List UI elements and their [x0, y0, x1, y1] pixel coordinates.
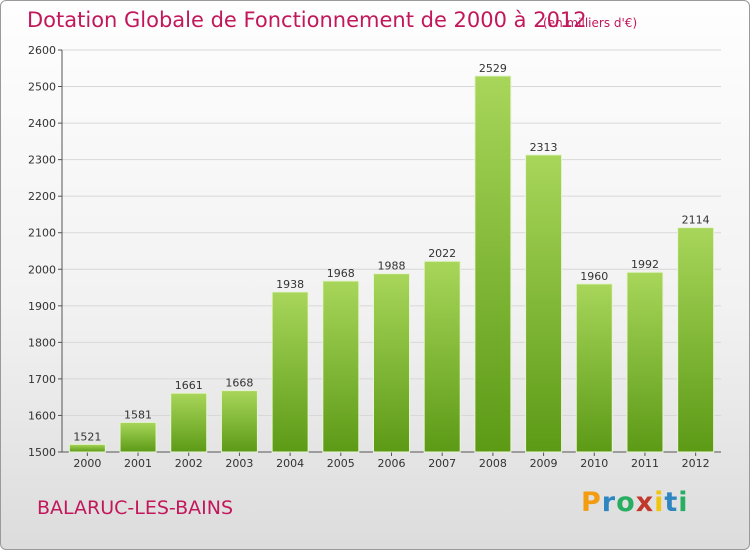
y-tick-label: 2100: [28, 227, 56, 240]
bar: [170, 392, 208, 453]
bar-value-label: 2529: [479, 62, 507, 75]
bars: [68, 75, 715, 453]
logo-letter: r: [601, 487, 617, 518]
bar: [220, 390, 258, 453]
bar: [677, 227, 715, 453]
bar-value-label: 1992: [631, 258, 659, 271]
bar-value-label: 1581: [124, 408, 152, 421]
proxiti-logo: Proxiti: [581, 487, 689, 518]
data-labels: 1521 1581 1661 1668 1938 1968 1988 2022 2529 2313…: [73, 62, 709, 443]
bar-value-label: 1668: [225, 377, 253, 390]
y-tick-label: 1700: [28, 373, 56, 386]
bar-value-label: 1938: [276, 278, 304, 291]
x-tick-label: 2003: [225, 457, 253, 470]
bar-value-label: 2313: [530, 141, 558, 154]
bar-value-label: 2022: [428, 247, 456, 260]
x-tick-label: 2000: [73, 457, 101, 470]
logo-letter: P: [581, 487, 602, 518]
x-tick-label: 2005: [327, 457, 355, 470]
y-tick-label: 1600: [28, 409, 56, 422]
bar-value-label: 1960: [580, 270, 608, 283]
bar-value-label: 1968: [327, 267, 355, 280]
logo-letter: i: [654, 487, 665, 518]
commune-name: BALARUC-LES-BAINS: [37, 497, 234, 519]
bar: [575, 283, 613, 453]
bar: [423, 260, 461, 453]
y-tick-label: 2600: [28, 44, 56, 57]
x-tick-label: 2004: [276, 457, 304, 470]
bar: [119, 421, 157, 453]
tick-labels: 1500 1600 1700 1800 1900 2000 2100 2200 2300 2400…: [28, 44, 710, 470]
x-tick-label: 2008: [479, 457, 507, 470]
logo-letter: i: [678, 487, 689, 518]
bar-value-label: 1661: [175, 379, 203, 392]
bar: [68, 443, 106, 453]
y-tick-label: 2200: [28, 190, 56, 203]
logo-letter: o: [616, 487, 636, 518]
bar-value-label: 1988: [378, 260, 406, 273]
y-tick-label: 2500: [28, 81, 56, 94]
x-tick-label: 2012: [682, 457, 710, 470]
bar: [525, 154, 563, 453]
y-tick-label: 1900: [28, 300, 56, 313]
bar: [474, 75, 512, 453]
bar-value-label: 2114: [682, 214, 710, 227]
x-tick-label: 2011: [631, 457, 659, 470]
chart-subtitle: (en milliers d'€): [543, 16, 638, 30]
x-tick-label: 2006: [378, 457, 406, 470]
y-tick-label: 1500: [28, 446, 56, 459]
bar: [322, 280, 360, 453]
bar: [271, 291, 309, 453]
y-tick-label: 2400: [28, 117, 56, 130]
x-tick-label: 2001: [124, 457, 152, 470]
y-tick-label: 1800: [28, 336, 56, 349]
x-tick-label: 2007: [428, 457, 456, 470]
logo-letter: t: [664, 487, 679, 518]
x-tick-label: 2009: [530, 457, 558, 470]
logo-letter: x: [635, 487, 655, 518]
x-tick-label: 2002: [175, 457, 203, 470]
bar-value-label: 1521: [73, 430, 101, 443]
bar: [626, 271, 664, 453]
chart-title: Dotation Globale de Fonctionnement de 20…: [27, 8, 587, 32]
bar: [373, 273, 410, 453]
y-tick-label: 2300: [28, 154, 56, 167]
x-tick-label: 2010: [580, 457, 608, 470]
y-tick-label: 2000: [28, 263, 56, 276]
